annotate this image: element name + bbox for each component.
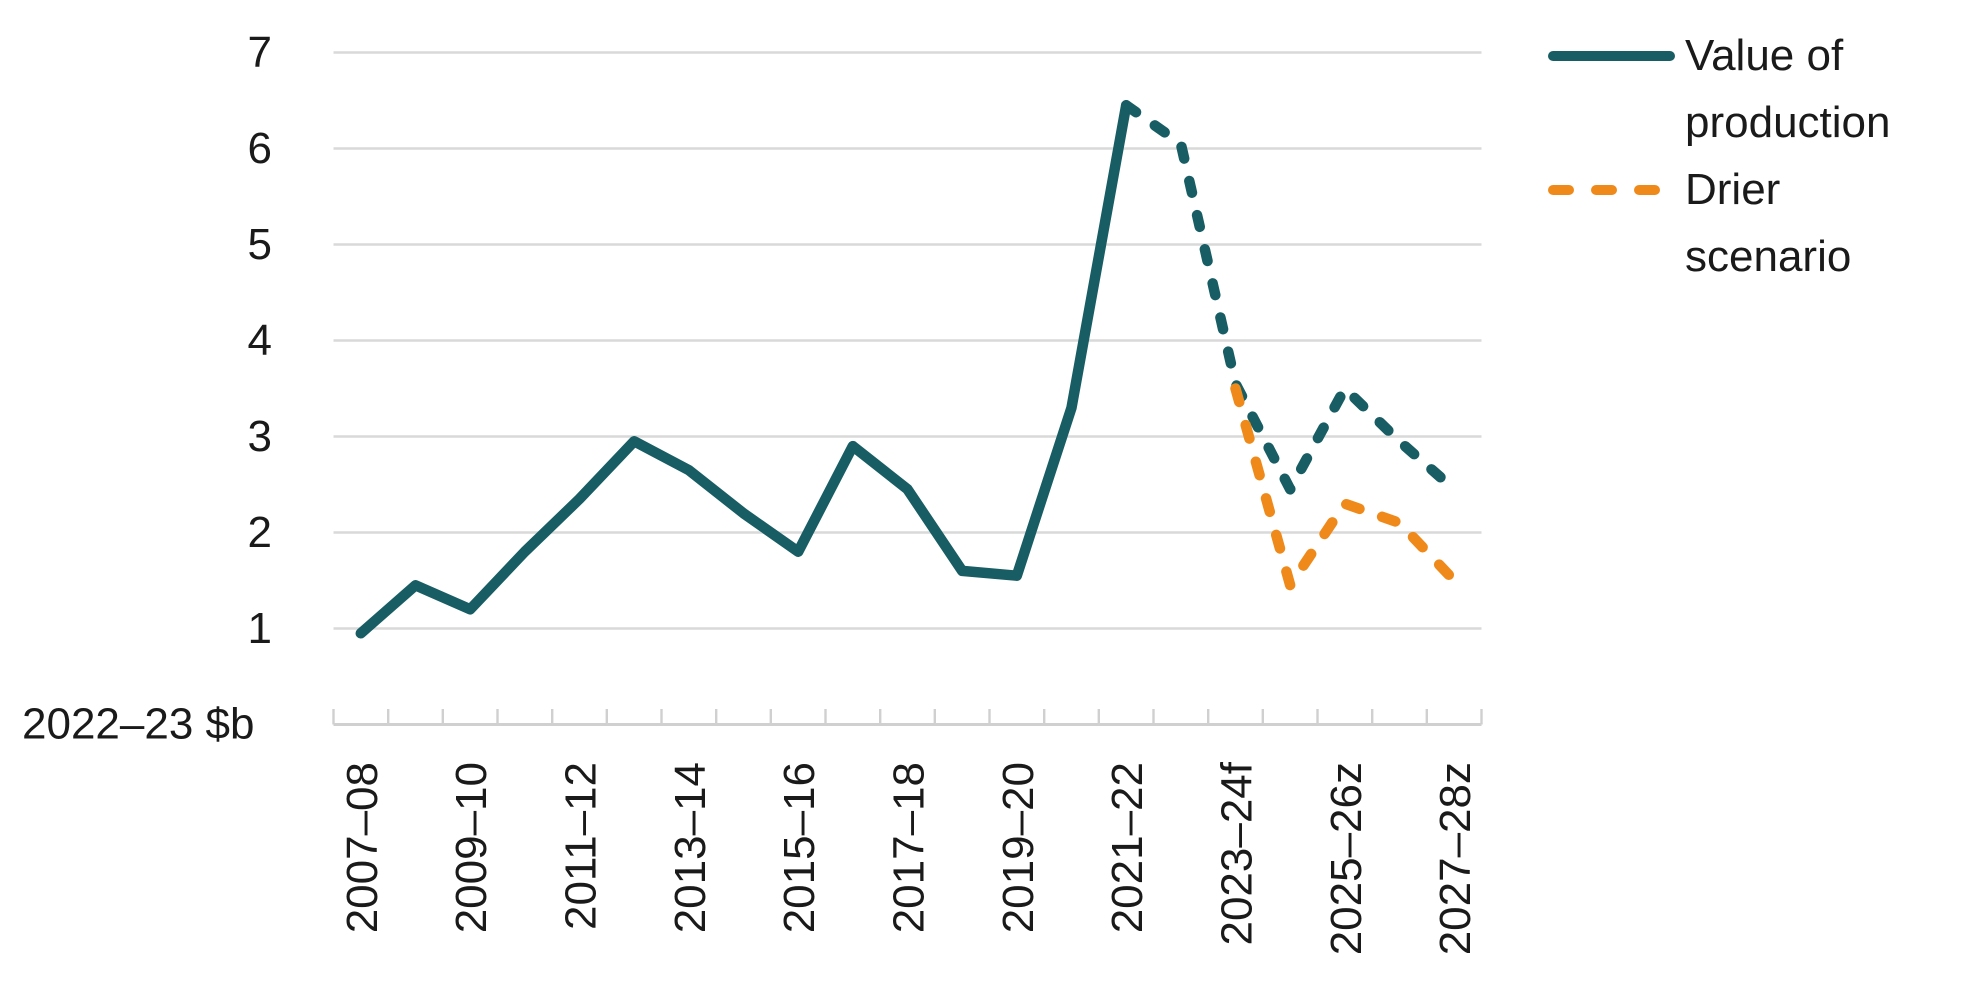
x-axis [332,709,1483,726]
dashed-line-swatch-icon [1548,185,1660,195]
x-tick-label-2027–28z: 2027–28z [1431,762,1480,955]
series-line-solid-0 [355,100,1132,639]
x-axis-tick-labels: 2007–08 2009–10 2011–12 2013–14 2015–16 2017–… [338,761,1480,955]
y-axis-unit-label: 2022–23 $b [22,700,254,749]
y-tick-label-2: 2 [248,508,272,557]
solid-line-swatch-icon [1548,51,1675,61]
y-axis-tick-labels: 1 2 3 4 5 6 7 [248,28,272,653]
x-tick-label-2021–22: 2021–22 [1103,762,1152,933]
x-tick-label-2017–18: 2017–18 [885,762,934,933]
y-tick-label-1: 1 [248,604,272,653]
x-tick-label-2019–20: 2019–20 [994,762,1043,933]
y-tick-label-5: 5 [248,220,272,269]
y-tick-label-7: 7 [248,28,272,77]
x-tick-label-2015–16: 2015–16 [775,762,824,933]
x-tick-label-2007–08: 2007–08 [338,762,387,933]
legend-label-value-of-production: Value of production [1685,31,1891,147]
y-tick-label-4: 4 [248,316,272,365]
x-tick-label-2023–24f: 2023–24f [1213,761,1262,945]
legend-entry-value-of-production: Value of production [1548,22,1938,156]
x-tick-label-2011–12: 2011–12 [557,762,606,930]
x-tick-label-2009–10: 2009–10 [447,762,496,933]
legend: Value of production Drier scenario [1548,22,1938,290]
data-series-lines [355,100,1460,639]
x-tick-label-2013–14: 2013–14 [666,762,715,933]
gridlines [333,51,1482,630]
y-tick-label-3: 3 [248,412,272,461]
series-line-forecast-0 [1120,100,1460,495]
legend-entry-drier-scenario: Drier scenario [1548,156,1938,290]
legend-label-drier-scenario: Drier scenario [1685,165,1852,281]
series-line-dashed-1 [1230,383,1460,591]
y-tick-label-6: 6 [248,124,272,173]
x-tick-label-2025–26z: 2025–26z [1322,762,1371,955]
